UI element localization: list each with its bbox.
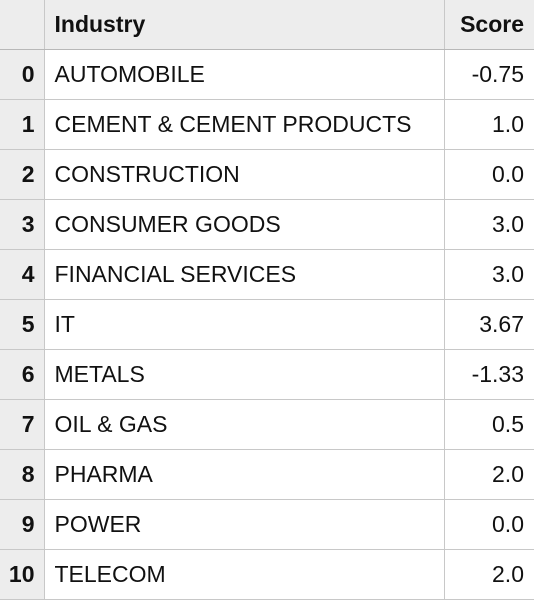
- index-header: [0, 0, 45, 50]
- table-row: 6 METALS -1.33: [0, 349, 534, 400]
- industry-cell: FINANCIAL SERVICES: [44, 249, 445, 300]
- row-index: 10: [0, 549, 45, 600]
- table-row: 0 AUTOMOBILE -0.75: [0, 49, 534, 100]
- industry-cell: CONSUMER GOODS: [44, 199, 445, 250]
- row-index: 2: [0, 149, 45, 200]
- row-index: 9: [0, 499, 45, 550]
- header-row: Industry Score: [0, 0, 534, 50]
- score-cell: -1.33: [444, 349, 534, 400]
- score-cell: 2.0: [444, 549, 534, 600]
- row-index: 0: [0, 49, 45, 100]
- score-cell: 3.67: [444, 299, 534, 350]
- row-index: 1: [0, 99, 45, 150]
- table-row: 10 TELECOM 2.0: [0, 549, 534, 600]
- industry-cell: METALS: [44, 349, 445, 400]
- table-row: 7 OIL & GAS 0.5: [0, 399, 534, 450]
- industry-cell: CEMENT & CEMENT PRODUCTS: [44, 99, 445, 150]
- row-index: 3: [0, 199, 45, 250]
- score-cell: 3.0: [444, 249, 534, 300]
- industry-cell: IT: [44, 299, 445, 350]
- row-index: 4: [0, 249, 45, 300]
- table-header: Industry Score: [0, 0, 534, 50]
- score-cell: 2.0: [444, 449, 534, 500]
- score-cell: 0.0: [444, 149, 534, 200]
- row-index: 5: [0, 299, 45, 350]
- industry-cell: CONSTRUCTION: [44, 149, 445, 200]
- table-body: 0 AUTOMOBILE -0.75 1 CEMENT & CEMENT PRO…: [0, 49, 534, 600]
- score-column-header[interactable]: Score: [444, 0, 534, 50]
- score-cell: 1.0: [444, 99, 534, 150]
- row-index: 8: [0, 449, 45, 500]
- table-row: 8 PHARMA 2.0: [0, 449, 534, 500]
- industry-cell: TELECOM: [44, 549, 445, 600]
- table-row: 2 CONSTRUCTION 0.0: [0, 149, 534, 200]
- table-row: 1 CEMENT & CEMENT PRODUCTS 1.0: [0, 99, 534, 150]
- score-cell: 3.0: [444, 199, 534, 250]
- table-row: 4 FINANCIAL SERVICES 3.0: [0, 249, 534, 300]
- table-row: 5 IT 3.67: [0, 299, 534, 350]
- industry-cell: PHARMA: [44, 449, 445, 500]
- score-cell: 0.5: [444, 399, 534, 450]
- industry-column-header[interactable]: Industry: [44, 0, 445, 50]
- industry-cell: POWER: [44, 499, 445, 550]
- industry-cell: OIL & GAS: [44, 399, 445, 450]
- score-cell: -0.75: [444, 49, 534, 100]
- table-row: 9 POWER 0.0: [0, 499, 534, 550]
- row-index: 6: [0, 349, 45, 400]
- row-index: 7: [0, 399, 45, 450]
- industry-cell: AUTOMOBILE: [44, 49, 445, 100]
- table-row: 3 CONSUMER GOODS 3.0: [0, 199, 534, 250]
- score-cell: 0.0: [444, 499, 534, 550]
